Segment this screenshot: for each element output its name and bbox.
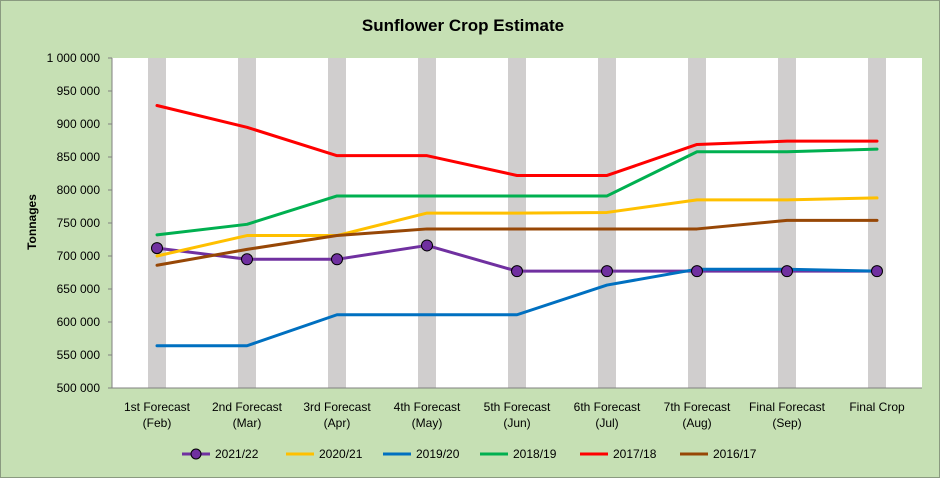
legend-label: 2020/21 (319, 447, 363, 461)
series-lines (151, 104, 883, 348)
category-bands (148, 58, 886, 388)
x-tick-label: 2nd Forecast (Mar) (212, 400, 283, 430)
legend: 2021/22 2020/21 2019/20 2018/19 2017/18 2016/… (182, 447, 757, 461)
data-point (781, 265, 793, 278)
series-line-2016-17 (155, 218, 879, 267)
y-tick-label: 1 000 000 (47, 51, 101, 65)
category-band (148, 58, 166, 388)
legend-label: 2018/19 (513, 447, 557, 461)
y-axis: 500 000 550 000 600 000 650 000 700 000 750 0… (47, 51, 113, 395)
x-tick-label: 7th Forecast (Aug) (664, 400, 731, 430)
legend-label: 2016/17 (713, 447, 757, 461)
category-band (598, 58, 616, 388)
legend-marker (190, 448, 202, 460)
x-tick-label: 5th Forecast (Jun) (484, 400, 551, 430)
y-tick-label: 500 000 (57, 381, 101, 395)
legend-label: 2021/22 (215, 447, 259, 461)
category-band (328, 58, 346, 388)
x-tick-label: Final Forecast (Sep) (749, 400, 826, 430)
x-axis: 1st Forecast (Feb) 2nd Forecast (Mar) 3rd Fo… (112, 387, 922, 430)
y-tick-label: 800 000 (57, 183, 101, 197)
category-band (688, 58, 706, 388)
x-tick-label: 4th Forecast (May) (394, 400, 461, 430)
y-tick-label: 600 000 (57, 315, 101, 329)
data-point (331, 253, 343, 266)
y-tick-label: 850 000 (57, 150, 101, 164)
chart-title: Sunflower Crop Estimate (362, 16, 564, 35)
y-tick-label: 550 000 (57, 348, 101, 362)
y-tick-label: 950 000 (57, 84, 101, 98)
y-axis-label: Tonnages (25, 194, 39, 250)
legend-label: 2017/18 (613, 447, 657, 461)
y-tick-label: 750 000 (57, 216, 101, 230)
x-tick-label: 3rd Forecast (Apr) (303, 400, 371, 430)
category-band (778, 58, 796, 388)
x-tick-label: 6th Forecast (Jul) (574, 400, 641, 430)
series-line-2018-19 (155, 147, 879, 237)
category-band (868, 58, 886, 388)
x-tick-label: 1st Forecast (Feb) (124, 400, 191, 430)
legend-label: 2019/20 (416, 447, 460, 461)
data-point (421, 239, 433, 252)
data-point (151, 242, 163, 255)
data-point (511, 265, 523, 278)
y-tick-label: 900 000 (57, 117, 101, 131)
category-band (508, 58, 526, 388)
series-line-2017-18 (155, 104, 879, 177)
series-line-2019-20 (155, 267, 879, 348)
x-tick-label: Final Crop (849, 400, 905, 414)
data-point (871, 265, 883, 278)
y-tick-label: 650 000 (57, 282, 101, 296)
series-line-2020-21 (155, 196, 879, 258)
category-band (418, 58, 436, 388)
data-point (241, 253, 253, 266)
data-point (601, 265, 613, 278)
y-tick-label: 700 000 (57, 249, 101, 263)
data-point (691, 265, 703, 278)
